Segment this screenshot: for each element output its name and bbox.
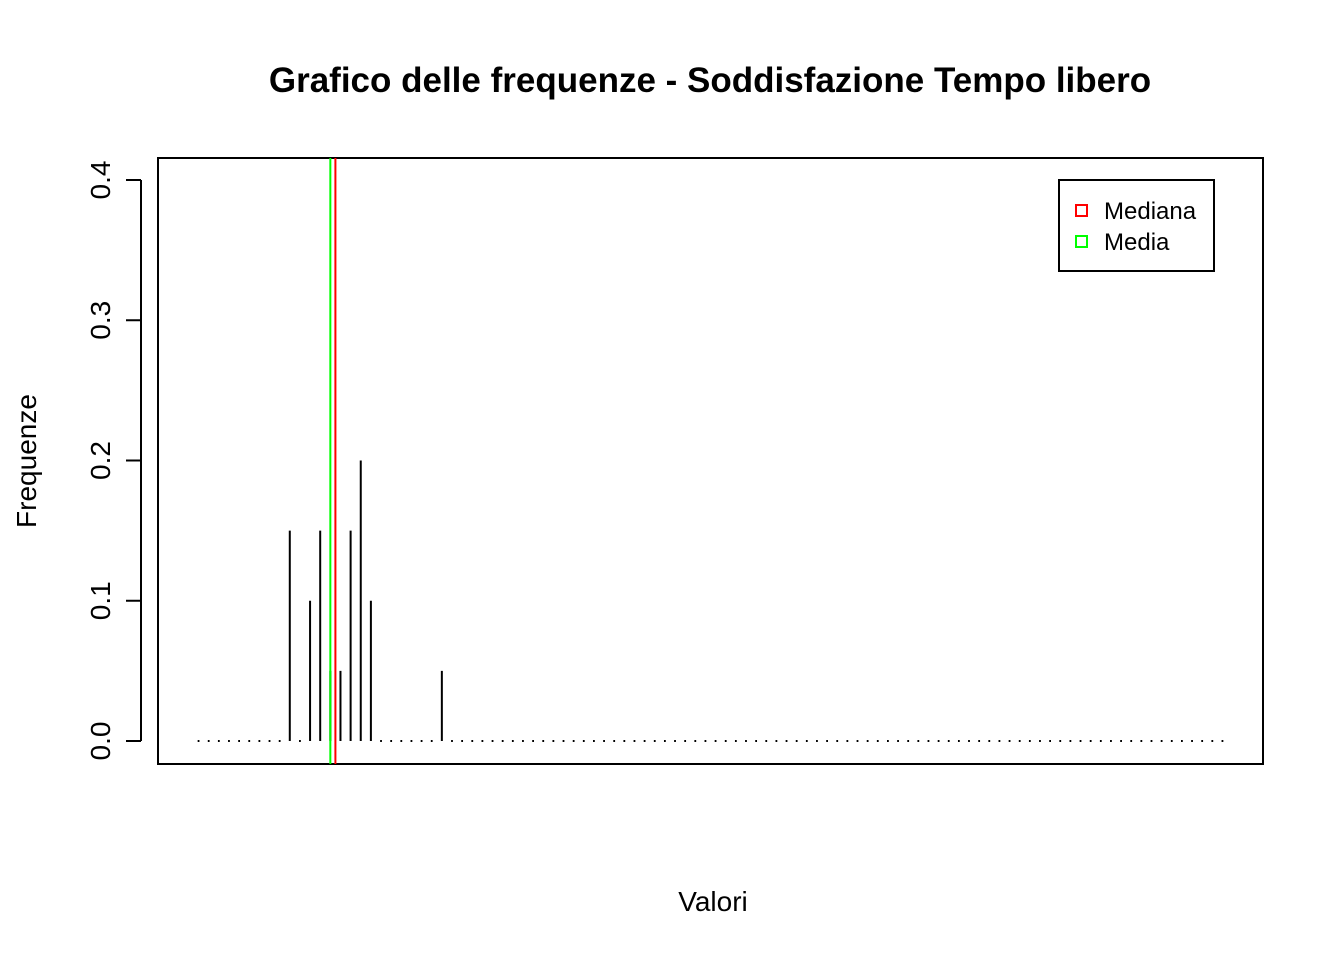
legend-label-media: Media bbox=[1104, 229, 1170, 256]
frequency-bars bbox=[288, 460, 443, 741]
plot-frame bbox=[157, 157, 1264, 765]
legend: Mediana Media bbox=[1058, 179, 1215, 272]
legend-box bbox=[1058, 179, 1215, 272]
legend-swatch-mediana bbox=[1075, 204, 1088, 217]
reference-lines bbox=[329, 158, 337, 764]
y-tick-label: 0.3 bbox=[85, 301, 116, 340]
y-axis: 0.0 0.1 0.2 0.3 0.4 bbox=[85, 161, 142, 761]
y-tick-label: 0.4 bbox=[85, 161, 116, 200]
y-tick-label: 0.2 bbox=[85, 441, 116, 480]
y-tick-label: 0.1 bbox=[85, 581, 116, 620]
legend-swatch-media bbox=[1075, 235, 1088, 248]
legend-label-mediana: Mediana bbox=[1104, 198, 1197, 225]
x-axis-label: Valori bbox=[678, 886, 748, 917]
y-axis-label: Frequenze bbox=[11, 394, 42, 528]
y-tick-label: 0.0 bbox=[85, 722, 116, 761]
chart-title: Grafico delle frequenze - Soddisfazione … bbox=[269, 61, 1151, 100]
